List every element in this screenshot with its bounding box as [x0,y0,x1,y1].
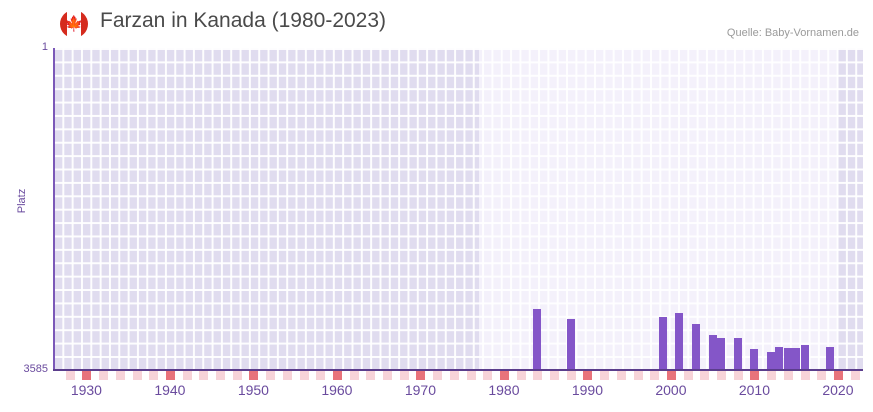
x-tick-marker-major [165,371,175,380]
x-tick-marker-minor [850,371,860,380]
x-tick-marker-minor [216,371,225,380]
bar[interactable] [825,347,834,370]
x-tick-marker-minor [800,371,810,380]
x-tick-marker-minor [366,371,376,380]
x-tick-marker-major [82,371,92,380]
y-axis-bottom-label: 3585 [23,363,48,375]
flag-left-band [60,10,67,38]
x-tick-marker-minor [533,371,543,380]
x-tick-marker-minor [783,371,793,380]
x-tick-marker-minor [733,371,743,380]
bar[interactable] [792,348,801,370]
bar[interactable] [733,338,742,370]
x-tick-label: 1940 [154,382,186,398]
x-tick-marker-minor [717,371,727,380]
bar[interactable] [783,347,792,370]
y-axis-title: Platz [16,188,28,214]
x-tick-marker-minor [483,371,493,380]
x-tick-marker-minor [399,371,409,380]
x-tick-marker-major [833,371,843,380]
bar[interactable] [691,323,700,370]
x-tick-marker-minor [433,371,443,380]
x-tick-marker-major [499,371,509,380]
x-tick-marker-major [750,371,760,380]
x-tick-marker-minor [65,371,75,380]
bar-series [53,48,863,370]
y-axis-top-label: 1 [41,41,48,53]
bar[interactable] [800,345,809,370]
x-axis-line [53,369,863,371]
x-tick-marker-minor [466,371,476,380]
flag-right-band [81,10,88,38]
x-tick-marker-minor [449,371,459,380]
x-tick-marker-minor [132,371,142,380]
x-tick-label: 2010 [738,382,771,398]
x-tick-label: 1990 [571,382,603,398]
x-tick-marker-minor [550,371,560,380]
bar[interactable] [566,319,575,370]
x-axis-tick-markers [53,371,863,381]
maple-leaf-icon: 🍁 [64,15,84,33]
x-tick-marker-minor [266,371,276,380]
x-tick-marker-minor [817,371,827,380]
x-tick-marker-minor [199,371,209,380]
bar[interactable] [750,348,759,370]
source-attribution: Quelle: Baby-Vornamen.de [726,27,859,39]
bar[interactable] [775,347,784,370]
x-tick-marker-minor [299,371,309,380]
x-tick-marker-minor [182,371,192,380]
bar[interactable] [533,308,542,370]
x-tick-label: 1980 [488,382,520,398]
x-tick-marker-major [249,371,259,380]
x-tick-marker-major [416,371,426,380]
x-tick-marker-major [583,371,593,380]
y-axis-line [53,48,55,370]
bar[interactable] [658,317,667,370]
x-tick-marker-minor [700,371,710,380]
canada-flag-icon: 🍁 [60,10,88,38]
x-tick-label: 1950 [237,382,269,398]
x-tick-label: 1960 [321,382,353,398]
x-tick-label: 2000 [655,382,687,398]
bar[interactable] [717,337,726,370]
x-tick-marker-minor [683,371,693,380]
x-tick-marker-minor [600,371,610,380]
x-tick-label: 1930 [70,382,102,398]
chart-header: 🍁 Farzan in Kanada (1980-2023) Quelle: B… [0,0,873,44]
x-tick-label: 2020 [822,382,854,398]
x-tick-marker-minor [149,371,159,380]
x-tick-marker-minor [633,371,643,380]
x-tick-marker-minor [767,371,777,380]
x-tick-marker-minor [650,371,660,380]
x-tick-marker-minor [316,371,326,380]
x-tick-marker-minor [516,371,526,380]
x-tick-label: 1970 [404,382,436,398]
x-tick-marker-major [666,371,676,380]
bar[interactable] [675,313,684,370]
x-tick-marker-minor [99,371,109,380]
x-tick-marker-minor [115,371,125,380]
x-tick-marker-minor [616,371,626,380]
x-tick-marker-minor [383,371,393,380]
grid-lines [53,48,863,370]
x-tick-marker-minor [566,371,576,380]
plot-area [53,48,863,370]
x-tick-marker-minor [232,371,242,380]
bar[interactable] [708,334,717,370]
x-tick-marker-minor [349,371,359,380]
x-tick-marker-minor [282,371,292,380]
x-tick-marker-major [332,371,342,380]
page-title: Farzan in Kanada (1980-2023) [100,9,387,32]
bar[interactable] [767,351,776,370]
